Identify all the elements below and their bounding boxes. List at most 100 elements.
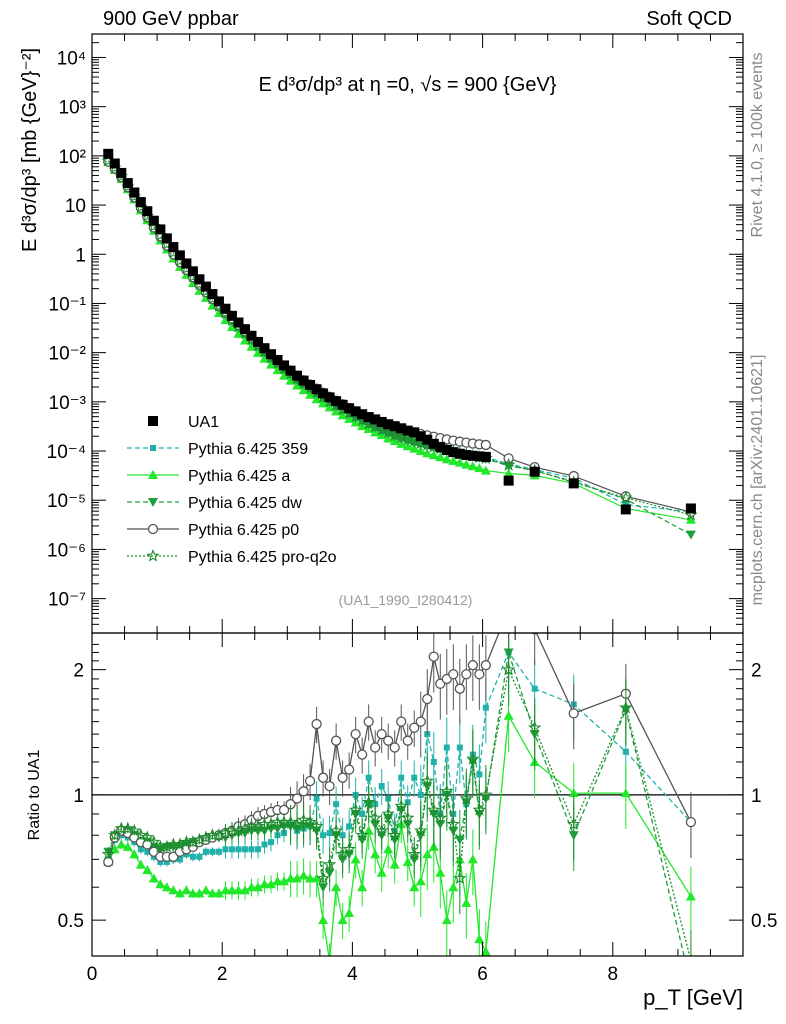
data-point <box>482 704 489 711</box>
y-tick-label: 10⁻⁴ <box>47 442 86 463</box>
data-point <box>348 802 363 816</box>
data-point <box>568 708 579 719</box>
data-point <box>422 693 433 705</box>
data-point <box>448 455 459 465</box>
data-point <box>622 748 629 755</box>
data-point <box>187 266 198 277</box>
x-tick-label: 2 <box>217 964 228 985</box>
data-point <box>409 427 420 438</box>
data-point <box>454 457 465 467</box>
data-point <box>253 882 264 892</box>
data-point <box>480 451 491 462</box>
data-point <box>304 775 316 787</box>
data-point <box>200 885 211 895</box>
data-point <box>155 224 166 235</box>
data-point <box>121 821 135 835</box>
ratio-series-pythia-6-425-p0 <box>103 633 697 868</box>
data-point <box>398 774 405 781</box>
data-point <box>441 915 452 925</box>
data-point <box>285 873 296 883</box>
data-point <box>272 354 283 365</box>
data-point <box>305 379 316 390</box>
legend-entry: Pythia 6.425 359 <box>127 441 308 458</box>
data-point <box>346 823 353 830</box>
data-point <box>467 660 478 671</box>
series-pythia-6-425-p0 <box>103 156 697 518</box>
main-frame <box>91 33 744 634</box>
data-point <box>402 441 413 451</box>
ratio-y-tick-label-right: 2 <box>751 661 762 682</box>
data-point <box>474 463 485 473</box>
data-point <box>409 722 420 733</box>
data-point <box>174 250 185 261</box>
data-point <box>357 882 368 892</box>
data-point <box>259 343 270 354</box>
data-point <box>137 846 144 853</box>
data-point <box>440 784 454 798</box>
data-point <box>291 793 303 804</box>
data-point <box>129 187 140 198</box>
data-point <box>322 857 337 871</box>
data-point <box>531 685 538 692</box>
data-point <box>383 844 394 854</box>
data-point <box>246 882 257 892</box>
data-point <box>383 419 394 430</box>
data-point <box>196 853 203 860</box>
data-point <box>174 888 185 898</box>
data-point <box>620 788 631 798</box>
data-point <box>355 828 369 841</box>
data-point <box>316 871 330 885</box>
x-tick-label: 6 <box>477 964 488 985</box>
data-point <box>454 835 465 845</box>
data-point <box>142 206 153 217</box>
data-point <box>337 915 348 925</box>
data-point <box>370 742 381 753</box>
data-point <box>454 683 465 694</box>
data-point <box>448 669 459 680</box>
data-point <box>368 810 382 824</box>
mcplots-site-label: mcplots.cern.ch [arXiv:2401.10621] <box>749 355 766 606</box>
y-tick-label: 10⁴ <box>57 48 86 69</box>
data-point <box>407 847 422 860</box>
data-point <box>318 398 329 408</box>
series-pythia-6-425-359 <box>105 158 694 515</box>
data-point <box>435 452 446 462</box>
data-point <box>298 385 309 395</box>
data-point <box>324 392 335 403</box>
x-axis-label: p_T [GeV] <box>643 985 743 1010</box>
data-point <box>566 817 581 830</box>
data-point <box>467 461 478 471</box>
data-point <box>326 829 333 836</box>
data-point <box>433 810 447 824</box>
data-point <box>194 274 205 285</box>
data-point <box>409 443 420 453</box>
data-point <box>389 742 400 753</box>
data-point <box>339 832 346 839</box>
data-point <box>161 882 172 892</box>
data-point <box>246 330 257 341</box>
data-point <box>459 791 474 805</box>
ratio-line <box>107 652 685 956</box>
data-point <box>292 380 303 390</box>
data-point <box>135 859 146 869</box>
data-point <box>318 915 329 925</box>
data-point <box>292 370 303 381</box>
ratio-y-tick-label: 1 <box>73 786 84 807</box>
data-point <box>255 846 262 853</box>
ratio-y-tick-label-right: 0.5 <box>751 911 777 932</box>
data-point <box>305 873 316 883</box>
data-point <box>402 735 413 746</box>
data-point <box>396 716 407 727</box>
data-point <box>329 823 343 837</box>
data-point <box>259 879 270 889</box>
data-point <box>361 795 376 808</box>
data-point <box>157 858 164 865</box>
data-point <box>220 303 231 314</box>
data-point <box>337 772 348 783</box>
data-point <box>331 882 342 892</box>
data-point <box>422 448 433 458</box>
data-point <box>213 888 224 898</box>
data-point <box>148 498 158 507</box>
data-point <box>163 858 170 865</box>
data-point <box>108 828 122 841</box>
